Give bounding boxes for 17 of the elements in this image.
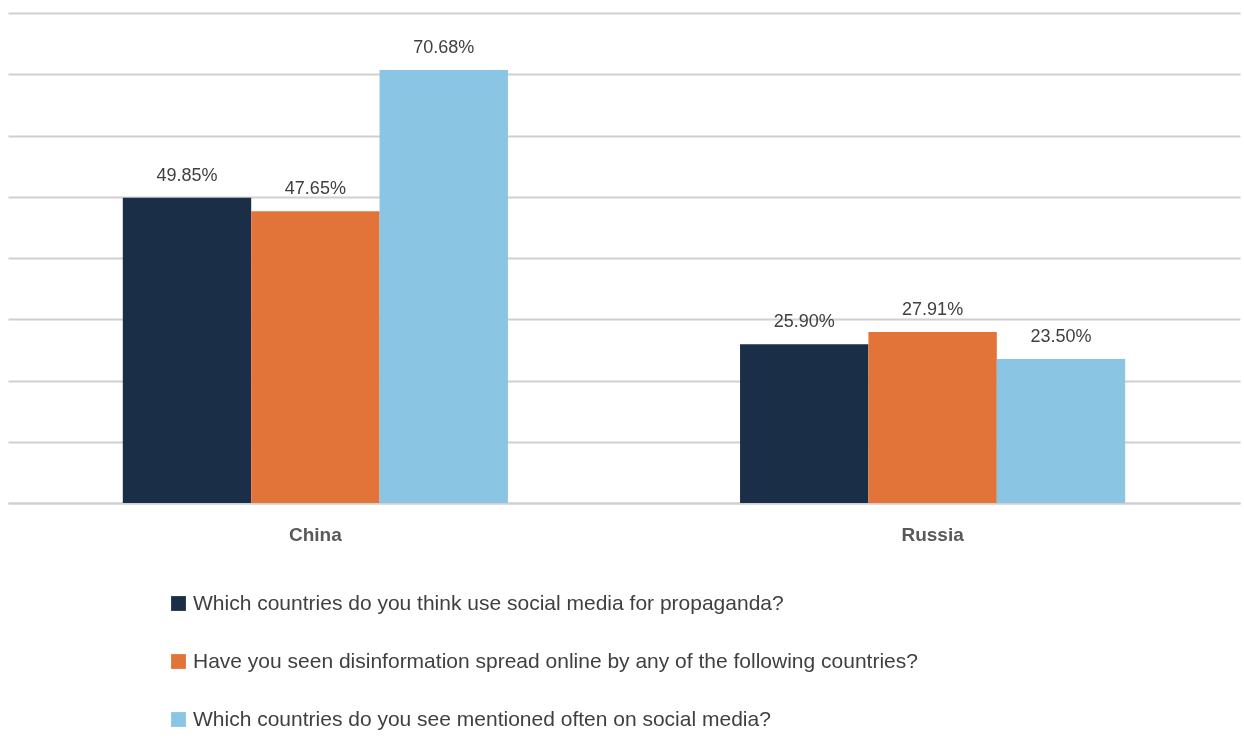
bar — [379, 70, 508, 503]
legend-label: Which countries do you think use social media for propaganda? — [193, 590, 784, 614]
x-tick-label: Russia — [901, 523, 965, 545]
bar — [740, 344, 869, 503]
bar — [122, 197, 252, 503]
data-label: 47.65% — [284, 178, 346, 199]
data-label: 27.91% — [902, 299, 964, 320]
data-label: 23.50% — [1030, 326, 1092, 347]
legend-label: Have you seen disinformation spread online by any of the following countries? — [193, 648, 918, 672]
legend-label: Which countries do you see mentioned often on social media? — [193, 706, 771, 730]
x-tick-label: China — [288, 523, 343, 545]
data-label: 70.68% — [413, 37, 475, 58]
data-label: 49.85% — [156, 164, 218, 185]
data-label: 25.90% — [773, 311, 835, 332]
bar — [251, 211, 380, 503]
bar — [868, 332, 997, 503]
bar — [996, 359, 1126, 503]
